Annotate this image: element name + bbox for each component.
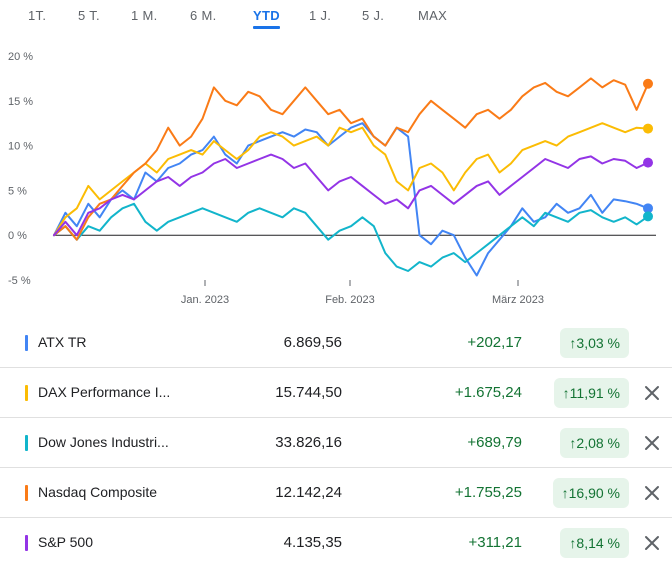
comparison-line-chart[interactable]: 20 % 15 % 10 % 5 % 0 % -5 % Jan. 2023 Feb. 202… <box>0 40 672 312</box>
list-item[interactable]: DAX Performance I... 15.744,50 +1.675,24… <box>0 368 672 418</box>
percent-change-badge: ↑11,91 % <box>553 378 629 408</box>
tab-label: 6 M. <box>190 8 217 23</box>
series-color-swatch <box>25 535 28 551</box>
instrument-change: +689,79 <box>467 434 522 451</box>
tab-1-year[interactable]: 1 J. <box>309 8 331 23</box>
tab-1-month[interactable]: 1 M. <box>131 8 157 23</box>
instrument-name: ATX TR <box>38 334 87 350</box>
close-icon[interactable] <box>642 483 662 503</box>
y-tick-label: 15 % <box>8 96 33 108</box>
series-endpoint <box>643 78 653 89</box>
series-endpoint <box>643 157 653 168</box>
instrument-change: +311,21 <box>468 534 522 551</box>
series-endpoint <box>643 211 653 222</box>
list-item[interactable]: S&P 500 4.135,35 +311,21 ↑8,14 % <box>0 518 672 567</box>
instrument-name: Nasdaq Composite <box>38 484 158 500</box>
list-item[interactable]: Dow Jones Industri... 33.826,16 +689,79 … <box>0 418 672 468</box>
arrow-up-icon: ↑ <box>561 485 569 501</box>
arrow-up-icon: ↑ <box>569 335 577 351</box>
y-tick-label: -5 % <box>8 275 31 287</box>
instrument-price: 6.869,56 <box>283 334 342 351</box>
close-icon[interactable] <box>642 383 662 403</box>
tab-label: YTD <box>253 8 280 23</box>
close-icon[interactable] <box>642 533 662 553</box>
y-tick-label: 5 % <box>8 185 27 197</box>
tab-5-days[interactable]: 5 T. <box>78 8 100 23</box>
percent-value: 2,08 % <box>576 435 620 451</box>
percent-change-badge: ↑2,08 % <box>560 428 629 458</box>
x-tick-label: Feb. 2023 <box>325 294 375 306</box>
instrument-price: 15.744,50 <box>275 384 342 401</box>
tab-1-day[interactable]: 1T. <box>28 8 46 23</box>
x-axis: Jan. 2023 Feb. 2023 März 2023 <box>181 280 544 306</box>
series-endpoint <box>643 203 653 214</box>
series-color-swatch <box>25 335 28 351</box>
series-lines <box>53 77 649 277</box>
percent-value: 8,14 % <box>576 535 620 551</box>
instrument-change: +1.755,25 <box>454 484 522 501</box>
series-line <box>53 122 649 237</box>
arrow-up-icon: ↑ <box>569 535 577 551</box>
arrow-up-icon: ↑ <box>569 435 577 451</box>
active-tab-indicator <box>253 26 280 29</box>
series-line <box>53 77 649 241</box>
close-icon[interactable] <box>642 433 662 453</box>
instrument-name: DAX Performance I... <box>38 384 171 400</box>
series-line <box>53 122 649 277</box>
instrument-price: 4.135,35 <box>283 534 342 551</box>
y-axis: 20 % 15 % 10 % 5 % 0 % -5 % <box>8 51 656 287</box>
y-tick-label: 10 % <box>8 141 33 153</box>
tab-label: 1T. <box>28 8 47 23</box>
instrument-price: 12.142,24 <box>275 484 342 501</box>
tab-label: 1 M. <box>131 8 158 23</box>
percent-value: 16,90 % <box>568 485 620 501</box>
percent-value: 11,91 % <box>569 385 620 401</box>
tab-max[interactable]: MAX <box>418 8 447 23</box>
percent-change-badge: ↑8,14 % <box>560 528 629 558</box>
instrument-name: S&P 500 <box>38 534 94 550</box>
percent-change-badge: ↑16,90 % <box>552 478 629 508</box>
series-line <box>53 153 649 237</box>
tab-label: 5 T. <box>78 8 100 23</box>
tab-6-months[interactable]: 6 M. <box>190 8 216 23</box>
instrument-change: +202,17 <box>467 334 522 351</box>
tab-label: MAX <box>418 8 448 23</box>
percent-value: 3,03 % <box>576 335 620 351</box>
y-tick-label: 20 % <box>8 51 33 63</box>
tab-label: 5 J. <box>362 8 385 23</box>
tab-label: 1 J. <box>309 8 332 23</box>
tab-5-years[interactable]: 5 J. <box>362 8 384 23</box>
y-tick-label: 0 % <box>8 230 27 242</box>
series-endpoint <box>643 123 653 134</box>
instrument-name: Dow Jones Industri... <box>38 434 169 450</box>
instrument-price: 33.826,16 <box>275 434 342 451</box>
list-item[interactable]: Nasdaq Composite 12.142,24 +1.755,25 ↑16… <box>0 468 672 518</box>
series-line <box>53 202 649 272</box>
instrument-change: +1.675,24 <box>454 384 522 401</box>
list-item[interactable]: ATX TR 6.869,56 +202,17 ↑3,03 % <box>0 318 672 368</box>
arrow-up-icon: ↑ <box>562 385 570 401</box>
series-color-swatch <box>25 435 28 451</box>
x-tick-label: Jan. 2023 <box>181 294 229 306</box>
time-range-tabs: 1T. 5 T. 1 M. 6 M. YTD 1 J. 5 J. MAX <box>0 0 672 34</box>
series-color-swatch <box>25 385 28 401</box>
tab-ytd[interactable]: YTD <box>253 8 280 29</box>
series-endpoints <box>643 78 653 222</box>
series-color-swatch <box>25 485 28 501</box>
x-tick-label: März 2023 <box>492 294 544 306</box>
percent-change-badge: ↑3,03 % <box>560 328 629 358</box>
